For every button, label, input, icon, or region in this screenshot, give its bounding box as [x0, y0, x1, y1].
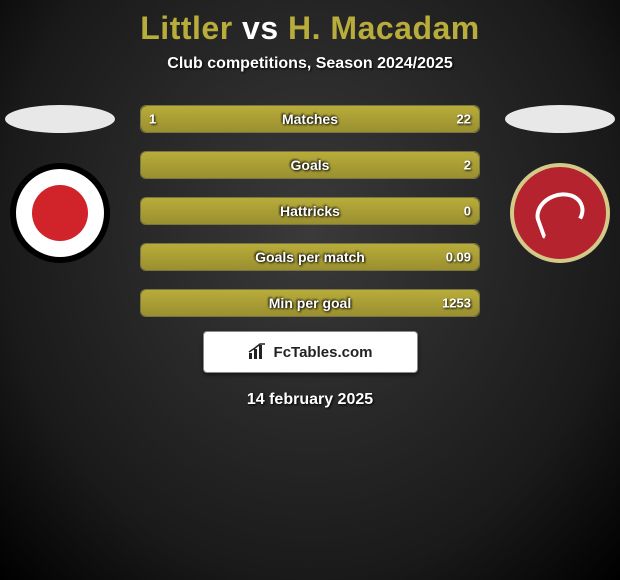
page-title: Littler vs H. Macadam — [0, 0, 620, 47]
stat-row: Goals per match 0.09 — [140, 243, 480, 271]
stat-label: Goals per match — [255, 249, 365, 265]
vs-text: vs — [242, 10, 279, 46]
club-right-slot — [500, 105, 620, 263]
stat-bars: Matches 1 22 Goals 2 Hattricks 0 Goals per matc… — [140, 105, 480, 317]
bars-icon — [248, 343, 268, 361]
stat-label: Matches — [282, 111, 338, 127]
comparison-area: Matches 1 22 Goals 2 Hattricks 0 Goals per matc… — [0, 105, 620, 325]
stat-value-right: 2 — [464, 158, 471, 173]
ellipse-left — [5, 105, 115, 133]
stat-value-right: 22 — [457, 112, 471, 127]
stat-label: Min per goal — [269, 295, 351, 311]
ellipse-right — [505, 105, 615, 133]
source-text: FcTables.com — [274, 344, 373, 361]
stat-value-left: 1 — [149, 112, 156, 127]
subtitle: Club competitions, Season 2024/2025 — [0, 55, 620, 73]
player2-name: H. Macadam — [288, 10, 480, 46]
date-text: 14 february 2025 — [0, 391, 620, 409]
stat-label: Goals — [291, 157, 330, 173]
club-left-slot — [0, 105, 120, 263]
stat-row: Min per goal 1253 — [140, 289, 480, 317]
source-box: FcTables.com — [203, 331, 418, 373]
stat-value-right: 0 — [464, 204, 471, 219]
stat-row: Hattricks 0 — [140, 197, 480, 225]
stat-value-right: 0.09 — [446, 250, 471, 265]
club-badge-left — [10, 163, 110, 263]
stat-label: Hattricks — [280, 203, 340, 219]
player1-name: Littler — [140, 10, 232, 46]
shrimp-icon — [530, 186, 591, 241]
stat-row: Goals 2 — [140, 151, 480, 179]
stat-row: Matches 1 22 — [140, 105, 480, 133]
stat-value-right: 1253 — [442, 296, 471, 311]
club-badge-right — [510, 163, 610, 263]
